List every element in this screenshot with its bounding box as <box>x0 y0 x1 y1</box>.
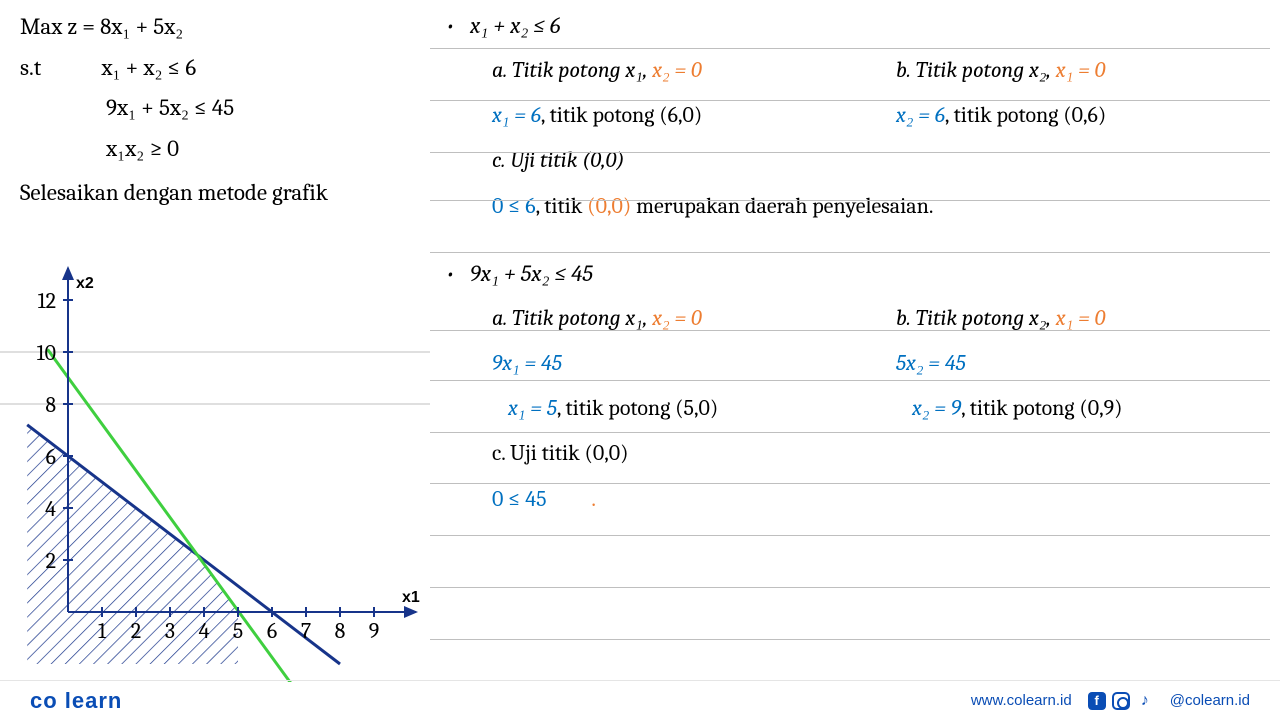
s1-a-cond: x₂ = 0 <box>652 57 702 83</box>
s2-a-eq: 9x₁ = 45 <box>492 346 856 381</box>
s1-a-result: x₁ = 6, titik potong (6,0) <box>492 98 856 133</box>
footer-right: www.colearn.id f ♪ @colearn.id <box>971 692 1250 710</box>
s1-c-mid2: merupakan daerah penyelesaian. <box>631 193 933 219</box>
footer: co learn www.colearn.id f ♪ @colearn.id <box>0 680 1280 720</box>
s1-b-prefix: b. Titik potong x₂, <box>896 57 1056 83</box>
chart: 12345678924681012x1x2 <box>0 262 430 682</box>
s2-c-result: 0 ≤ 45 . <box>440 482 1260 517</box>
s2-b-text: , titik potong (0,9) <box>961 395 1123 421</box>
st-label: s.t <box>20 54 41 81</box>
solution-panel: x₁ + x₂ ≤ 6 a. Titik potong x₁, x₂ = 0 b… <box>430 0 1280 680</box>
footer-handle: @colearn.id <box>1170 692 1250 709</box>
s2-c-dot: . <box>551 486 596 512</box>
constraint-3: x₁x₂ ≥ 0 <box>106 132 430 167</box>
objective: Max z = 8x₁ + 5x₂ <box>20 10 430 45</box>
svg-text:7: 7 <box>301 618 311 644</box>
svg-text:1: 1 <box>98 618 107 644</box>
s2-a-text: , titik potong (5,0) <box>557 395 718 421</box>
s1-b-result: x₂ = 6, titik potong (0,6) <box>896 98 1260 133</box>
s2-a-prefix: a. Titik potong x₁, <box>492 305 652 331</box>
s2-a-cond: x₂ = 0 <box>652 305 702 331</box>
s2-b-var: x₂ = 9 <box>896 395 961 421</box>
social-icons: f ♪ <box>1088 692 1154 710</box>
svg-text:5: 5 <box>233 618 243 644</box>
s1-a: a. Titik potong x₁, x₂ = 0 <box>492 53 856 88</box>
s1-c-mid1: , titik <box>536 193 588 219</box>
s1-b-text: , titik potong (0,6) <box>945 102 1106 128</box>
svg-text:8: 8 <box>335 618 346 644</box>
instagram-icon <box>1112 692 1130 710</box>
svg-text:6: 6 <box>46 444 56 470</box>
s1-heading-text: x₁ + x₂ ≤ 6 <box>470 12 561 39</box>
svg-text:9: 9 <box>369 618 380 644</box>
s2-b: b. Titik potong x₂, x₁ = 0 <box>896 301 1260 336</box>
svg-text:x1: x1 <box>402 589 420 606</box>
facebook-icon: f <box>1088 692 1106 710</box>
s1-b-var: x₂ = 6 <box>896 102 945 128</box>
s1-c: c. Uji titik (0,0) <box>440 143 1260 178</box>
c1-text: x₁ + x₂ ≤ 6 <box>101 54 196 81</box>
problem-panel: Max z = 8x₁ + 5x₂ s.t x₁ + x₂ ≤ 6 9x₁ + … <box>0 0 430 680</box>
footer-url: www.colearn.id <box>971 692 1072 709</box>
s2-a: a. Titik potong x₁, x₂ = 0 <box>492 301 856 336</box>
s1-c-test: 0 ≤ 6 <box>492 193 536 219</box>
s2-b-prefix: b. Titik potong x₂, <box>896 305 1056 331</box>
s1-a-prefix: a. Titik potong x₁, <box>492 57 652 83</box>
s2-a-var: x₁ = 5 <box>492 395 557 421</box>
s1-a-var: x₁ = 6 <box>492 102 541 128</box>
svg-text:2: 2 <box>46 548 56 574</box>
s2-b-cond: x₁ = 0 <box>1056 305 1106 331</box>
s1-b-cond: x₁ = 0 <box>1056 57 1106 83</box>
s2-a-result: x₁ = 5, titik potong (5,0) <box>492 391 856 426</box>
s2-c: c. Uji titik (0,0) <box>440 436 1260 471</box>
svg-text:4: 4 <box>45 496 56 522</box>
tiktok-icon: ♪ <box>1136 692 1154 710</box>
constraint-2: 9x₁ + 5x₂ ≤ 45 <box>106 91 430 126</box>
svg-text:4: 4 <box>199 618 210 644</box>
svg-text:x2: x2 <box>76 275 94 292</box>
s2-b-result: x₂ = 9, titik potong (0,9) <box>896 391 1260 426</box>
instruction: Selesaikan dengan metode grafik <box>20 176 430 211</box>
svg-text:8: 8 <box>45 392 56 418</box>
svg-text:3: 3 <box>165 618 175 644</box>
logo: co learn <box>30 688 122 714</box>
s2-heading: 9x₁ + 5x₂ ≤ 45 <box>440 260 1260 287</box>
s2-heading-text: 9x₁ + 5x₂ ≤ 45 <box>470 260 593 287</box>
svg-text:6: 6 <box>267 618 277 644</box>
chart-svg: 12345678924681012x1x2 <box>0 262 430 682</box>
constraint-1: s.t x₁ + x₂ ≤ 6 <box>20 51 430 86</box>
s1-c-point: (0,0) <box>587 193 631 219</box>
s1-a-text: , titik potong (6,0) <box>541 102 702 128</box>
svg-text:10: 10 <box>37 340 56 366</box>
s1-c-result: 0 ≤ 6, titik (0,0) merupakan daerah peny… <box>440 189 1260 224</box>
s1-heading: x₁ + x₂ ≤ 6 <box>440 12 1260 39</box>
svg-text:2: 2 <box>131 618 141 644</box>
s2-c-test: 0 ≤ 45 <box>492 486 547 512</box>
svg-text:12: 12 <box>38 288 56 314</box>
s2-b-eq: 5x₂ = 45 <box>896 346 1260 381</box>
s1-b: b. Titik potong x₂, x₁ = 0 <box>896 53 1260 88</box>
